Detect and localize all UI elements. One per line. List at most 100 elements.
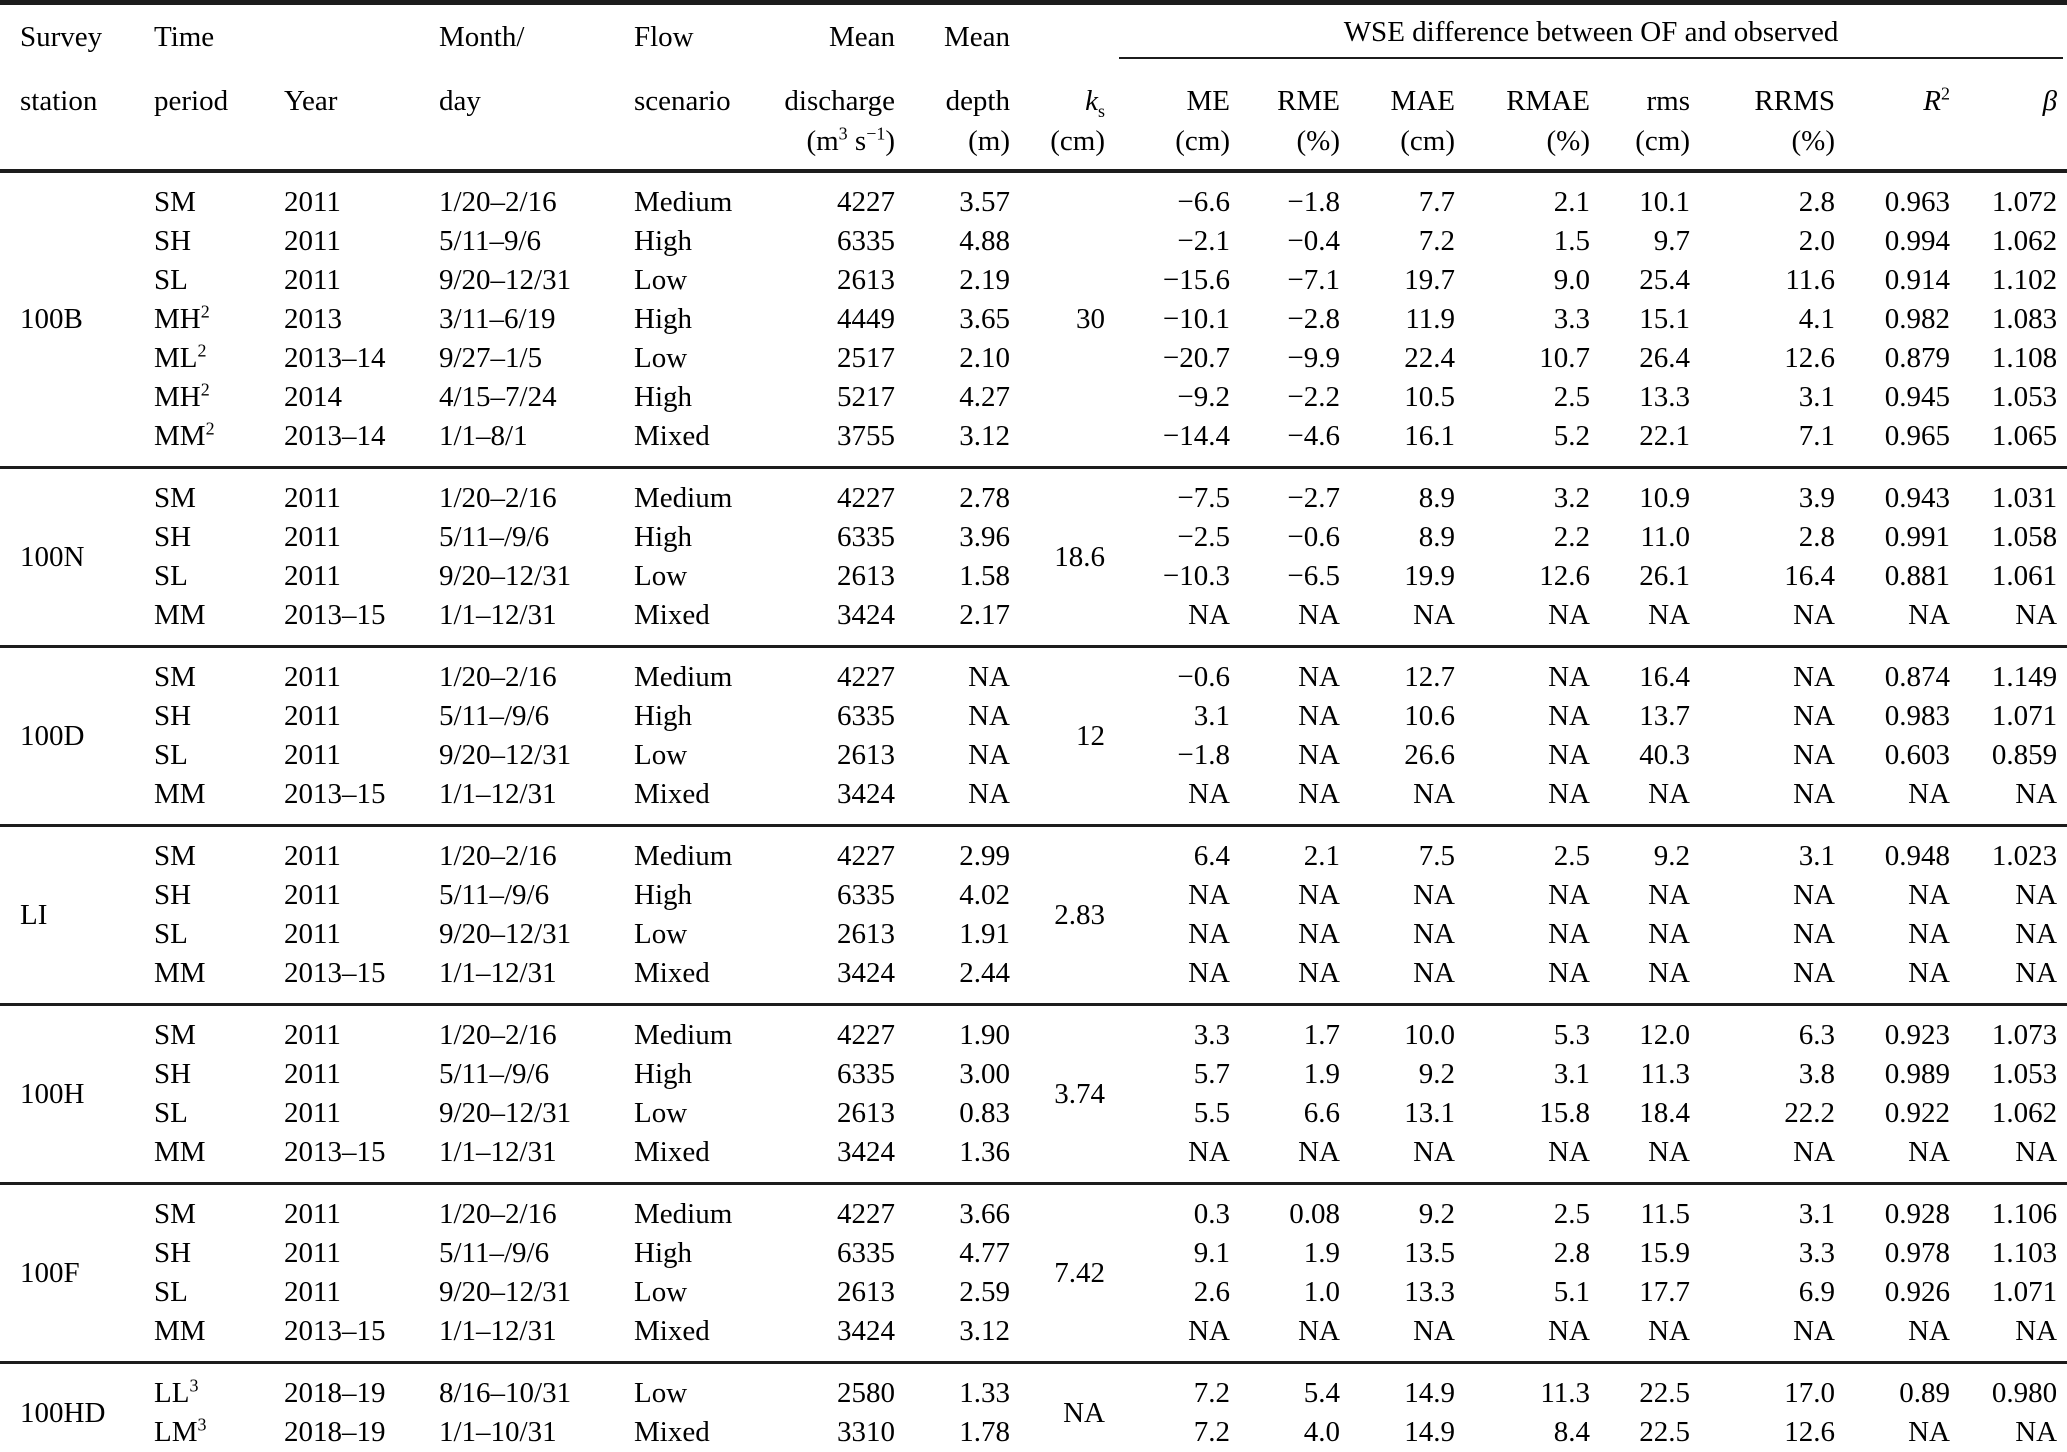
mae-cell: 16.1 [1404,420,1455,452]
discharge-cell: 2613 [837,1097,895,1129]
rmae-cell: NA [1548,1136,1590,1168]
table-row: MM 2013–15 1/1–12/31 Mixed 3424 2.17 NA NA NA NA N… [0,596,2067,647]
me-cell: −20.7 [1162,342,1230,374]
beta-cell: NA [2015,778,2058,810]
rms-cell: 16.4 [1639,661,1690,693]
rrms-cell: 3.8 [1798,1058,1835,1090]
mae-cell: 13.1 [1404,1097,1455,1129]
period-footnote-marker: 2 [197,340,207,361]
rme-cell: NA [1298,661,1340,693]
table-row: SL 2011 9/20–12/31 Low 2613 1.91 NA NA NA NA NA NA N… [0,915,2067,954]
year-cell: 2013–14 [284,342,386,374]
scenario-cell: Low [634,739,688,771]
station-label: 100D [20,719,85,752]
table-row: MH2 2014 4/15–7/24 High 5217 4.27 −9.2 −2.2 10.5… [0,378,2067,417]
year-cell: 2018–19 [284,1377,386,1409]
rmae-cell: 10.7 [1539,342,1590,374]
monthday-cell: 1/20–2/16 [439,840,557,872]
header-me: ME [1186,85,1231,117]
rms-cell: 13.3 [1639,381,1690,413]
table-row: 100B SM 2011 1/20–2/16 Medium 4227 3.57 30 −6.6 −… [0,171,2067,335]
period-cell: SL [140,557,270,596]
beta-cell: NA [2015,1416,2058,1448]
rme-cell: NA [1298,1136,1340,1168]
header-row-3: (m3 s−1) (m) (cm) (cm) (%) (cm) (%) (cm)… [0,121,2067,171]
year-cell: 2013–14 [284,420,386,452]
rrms-cell: NA [1793,700,1835,732]
scenario-cell: Medium [634,1198,733,1230]
rms-cell: 22.1 [1639,420,1690,452]
rme-cell: −2.2 [1287,381,1340,413]
depth-cell: 4.77 [959,1237,1010,1269]
station-block-100HD: 100HD LL3 2018–19 8/16–10/31 Low 2580 1.33 NA 7.… [0,1362,2067,1452]
discharge-cell: 2613 [837,739,895,771]
period-cell: MH2 [140,300,270,339]
rrms-cell: 7.1 [1798,420,1835,452]
scenario-cell: High [634,1058,692,1090]
header-flow: Flow [634,21,694,53]
beta-cell: 1.062 [1991,1097,2058,1129]
period-label: MM [154,1315,206,1347]
period-label: MM [154,1136,206,1168]
me-cell: −15.6 [1162,264,1230,296]
rms-cell: 22.5 [1639,1377,1690,1409]
rms-cell: 40.3 [1639,739,1690,771]
header-beta: β [2042,85,2058,117]
scenario-cell: Medium [634,186,733,218]
year-cell: 2011 [284,739,341,771]
discharge-cell: 3424 [837,957,895,989]
rme-cell: −9.9 [1287,342,1340,374]
rrms-cell: NA [1793,957,1835,989]
mae-cell: NA [1413,778,1455,810]
me-cell: −2.5 [1177,521,1230,553]
rrms-cell: 3.1 [1798,381,1835,413]
rrms-cell: NA [1793,599,1835,631]
discharge-cell: 3424 [837,778,895,810]
year-cell: 2011 [284,521,341,553]
table-row: 100F SM 2011 1/20–2/16 Medium 4227 3.66 7.42 0.3… [0,1184,2067,1289]
header-wse-group: WSE difference between OF and observed [1115,3,2067,72]
beta-cell: 1.149 [1991,661,2058,693]
depth-cell: 4.27 [959,381,1010,413]
rmae-cell: 15.8 [1539,1097,1590,1129]
rme-cell: 2.1 [1303,840,1340,872]
period-cell: SH [140,697,270,736]
year-cell: 2011 [284,661,341,693]
mae-cell: 7.5 [1418,840,1455,872]
table-row: SL 2011 9/20–12/31 Low 2613 2.19 −15.6 −7.1 19.7… [0,261,2067,300]
monthday-cell: 1/1–12/31 [439,1136,557,1168]
rme-cell: NA [1298,918,1340,950]
year-cell: 2011 [284,1058,341,1090]
header-mae: MAE [1390,85,1455,117]
r2-cell: 0.603 [1884,739,1950,771]
rme-cell: NA [1298,879,1340,911]
mae-cell: 19.9 [1404,560,1455,592]
beta-cell: 0.859 [1991,739,2058,771]
scenario-cell: High [634,879,692,911]
rme-cell: NA [1298,739,1340,771]
scenario-cell: Medium [634,1019,733,1051]
header-rme: RME [1277,85,1340,117]
r2-cell: NA [1908,778,1950,810]
rme-cell: −6.5 [1287,560,1340,592]
monthday-cell: 1/1–12/31 [439,778,557,810]
beta-cell: 1.023 [1991,840,2058,872]
mae-cell: 26.6 [1404,739,1455,771]
beta-cell: 1.058 [1991,521,2058,553]
period-cell: SH [140,518,270,557]
rmae-cell: 9.0 [1553,264,1590,296]
depth-cell: 4.02 [959,879,1010,911]
mae-cell: 13.5 [1404,1237,1455,1269]
unit-mae: (cm) [1400,125,1455,157]
depth-cell: 1.91 [959,918,1010,950]
header-month: Month/ [439,21,525,53]
mae-cell: 10.0 [1404,1019,1455,1051]
station-block-100B: 100B SM 2011 1/20–2/16 Medium 4227 3.57 30 −6.6 −… [0,171,2067,468]
period-footnote-marker: 3 [189,1375,199,1396]
header-row-2: station period Year day scenario dischar… [0,71,2067,121]
depth-cell: 1.36 [959,1136,1010,1168]
table-row: MM 2013–15 1/1–12/31 Mixed 3424 NA NA NA NA NA NA N… [0,775,2067,826]
period-label: SH [154,521,192,553]
me-cell: −7.5 [1177,482,1230,514]
period-cell: SM [140,171,270,222]
